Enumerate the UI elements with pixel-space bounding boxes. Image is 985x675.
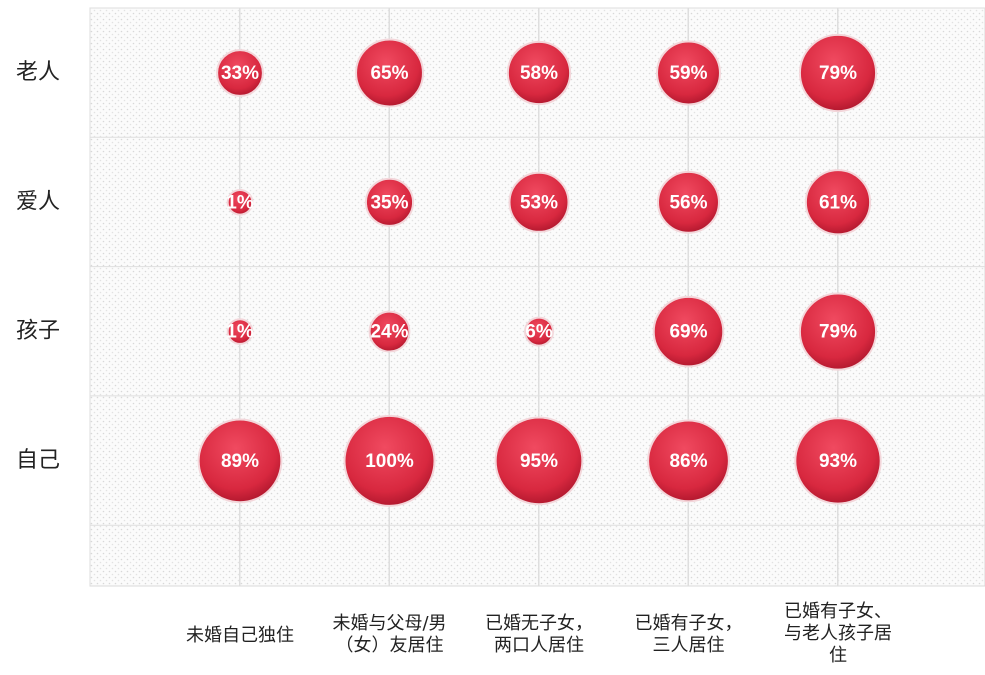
x-tick-label: 未婚自己独住 xyxy=(186,625,294,646)
data-label: 59% xyxy=(669,63,707,84)
x-tick-label: 三人居住 xyxy=(653,635,725,656)
data-label: 24% xyxy=(370,322,408,343)
bubble xyxy=(494,416,584,506)
x-tick-label: 两口人居住 xyxy=(494,635,584,656)
bubble xyxy=(364,177,415,227)
y-tick-label: 爱人 xyxy=(16,189,60,214)
x-tick-label: 住 xyxy=(829,645,847,666)
x-tick-label: 与老人孩子居 xyxy=(784,623,892,644)
data-label: 100% xyxy=(365,451,414,472)
data-label: 86% xyxy=(669,451,707,472)
data-label: 95% xyxy=(520,451,558,472)
y-tick-label: 老人 xyxy=(16,60,60,85)
bubble xyxy=(506,40,572,106)
y-tick-label: 孩子 xyxy=(16,319,60,344)
x-tick-label: 未婚与父母/男 xyxy=(332,613,446,634)
data-label: 33% xyxy=(221,63,259,84)
bubble xyxy=(226,188,254,216)
data-label: 79% xyxy=(819,63,857,84)
x-tick-label: 已婚有子女、 xyxy=(784,601,892,622)
bubble xyxy=(652,295,725,368)
data-label: 65% xyxy=(370,63,408,84)
bubble xyxy=(508,171,570,233)
bubble xyxy=(524,316,554,347)
x-tick-label: 已婚有子女， xyxy=(635,613,743,634)
bubble xyxy=(343,414,436,507)
bubble xyxy=(657,170,720,234)
bubble xyxy=(804,169,872,236)
data-label: 53% xyxy=(520,192,558,213)
y-tick-label: 自己 xyxy=(16,448,60,473)
data-label: 61% xyxy=(819,192,857,213)
x-tick-label: （女）友居住 xyxy=(336,635,444,656)
data-label: 79% xyxy=(819,322,857,343)
bubble xyxy=(798,292,878,371)
bubble xyxy=(794,417,882,505)
data-label: 6% xyxy=(525,322,553,343)
data-label: 89% xyxy=(221,451,259,472)
data-label: 1% xyxy=(226,322,254,343)
bubble xyxy=(368,310,411,353)
bubble xyxy=(226,318,254,345)
bubble xyxy=(647,419,730,503)
data-label: 1% xyxy=(226,192,254,213)
bubble xyxy=(355,38,424,108)
bubble xyxy=(216,49,264,97)
x-tick-label: 已婚无子女， xyxy=(485,613,593,634)
data-label: 56% xyxy=(669,192,707,213)
data-label: 69% xyxy=(669,322,707,343)
data-label: 58% xyxy=(520,63,558,84)
bubble xyxy=(656,40,721,106)
bubble xyxy=(197,418,283,504)
data-label: 35% xyxy=(370,192,408,213)
bubble xyxy=(798,33,878,113)
data-label: 93% xyxy=(819,451,857,472)
